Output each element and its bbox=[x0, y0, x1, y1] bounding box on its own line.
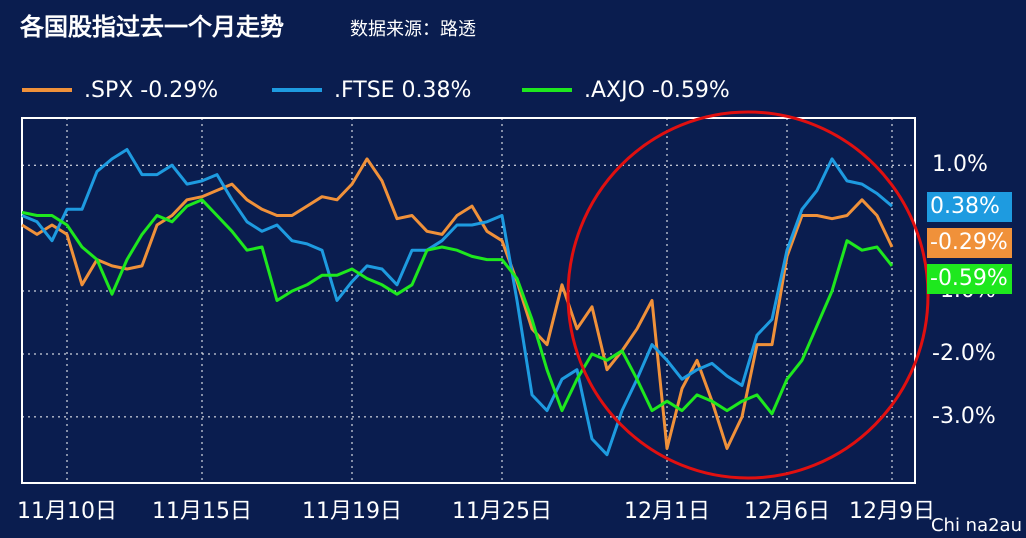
y-tick-label: 1.0% bbox=[932, 152, 988, 177]
x-tick-label: 11月15日 bbox=[152, 499, 252, 524]
chart-subtitle: 数据来源：路透 bbox=[350, 19, 476, 40]
legend-label: .AXJO -0.59% bbox=[584, 78, 730, 103]
x-tick-label: 11月25日 bbox=[452, 499, 552, 524]
highlight-circle bbox=[566, 110, 930, 480]
x-tick-label: 12月6日 bbox=[744, 499, 830, 524]
chart-title: 各国股指过去一个月走势 bbox=[19, 13, 284, 41]
legend-label: .FTSE 0.38% bbox=[334, 78, 471, 103]
watermark: Chi na2au bbox=[931, 515, 1022, 536]
overlay: .SPX -0.29% .FTSE 0.38% .AXJO -0.59% 0.38% -… bbox=[22, 78, 1012, 294]
plot-frame bbox=[21, 117, 916, 484]
x-tick-label: 12月9日 bbox=[849, 499, 935, 524]
series-line bbox=[21, 198, 894, 416]
y-tick-label: -3.0% bbox=[932, 404, 996, 429]
legend-label: .SPX -0.29% bbox=[84, 78, 218, 103]
end-label-box bbox=[927, 192, 1012, 222]
end-label: -0.59% bbox=[930, 266, 1008, 291]
x-tick-label: 11月10日 bbox=[17, 499, 117, 524]
end-label: 0.38% bbox=[930, 194, 1000, 219]
x-tick-label: 11月19日 bbox=[302, 499, 402, 524]
end-label-box bbox=[927, 228, 1012, 258]
y-tick-label: -2.0% bbox=[932, 341, 996, 366]
end-label: -0.29% bbox=[930, 230, 1008, 255]
end-label-box bbox=[927, 264, 1012, 294]
x-tick-label: 12月1日 bbox=[624, 499, 710, 524]
series-line bbox=[21, 148, 893, 457]
plot: 1.0%-1.0%-2.0%-3.0%11月10日11月15日11月19日11月… bbox=[17, 118, 996, 524]
